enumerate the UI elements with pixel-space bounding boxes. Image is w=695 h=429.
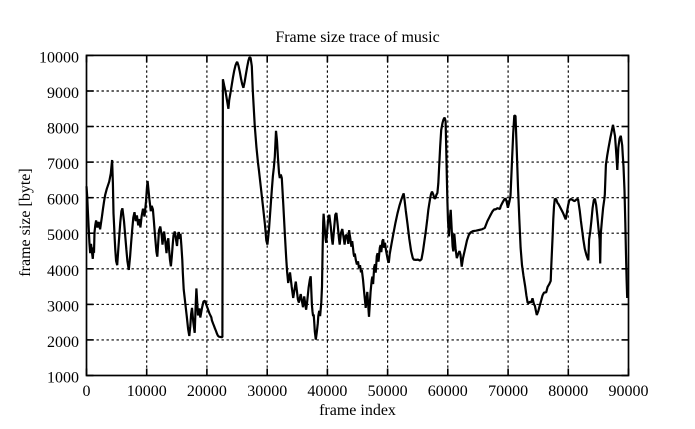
svg-text:8000: 8000 — [47, 121, 79, 138]
svg-text:frame size [byte]: frame size [byte] — [17, 168, 34, 276]
svg-text:2000: 2000 — [47, 334, 79, 351]
svg-text:90000: 90000 — [609, 383, 649, 400]
svg-text:6000: 6000 — [47, 192, 79, 209]
svg-text:Frame size trace of music: Frame size trace of music — [275, 29, 439, 46]
svg-text:80000: 80000 — [548, 383, 588, 400]
svg-text:40000: 40000 — [307, 383, 347, 400]
svg-text:50000: 50000 — [368, 383, 408, 400]
svg-text:10000: 10000 — [39, 49, 79, 66]
svg-text:3000: 3000 — [47, 298, 79, 315]
svg-text:10000: 10000 — [127, 383, 167, 400]
svg-text:frame index: frame index — [319, 402, 396, 419]
svg-text:1000: 1000 — [47, 370, 79, 387]
svg-text:4000: 4000 — [47, 263, 79, 280]
svg-text:60000: 60000 — [428, 383, 468, 400]
svg-text:20000: 20000 — [187, 383, 227, 400]
svg-text:30000: 30000 — [247, 383, 287, 400]
svg-text:9000: 9000 — [47, 85, 79, 102]
svg-text:70000: 70000 — [488, 383, 528, 400]
svg-text:7000: 7000 — [47, 156, 79, 173]
svg-text:5000: 5000 — [47, 227, 79, 244]
svg-text:0: 0 — [83, 383, 91, 400]
